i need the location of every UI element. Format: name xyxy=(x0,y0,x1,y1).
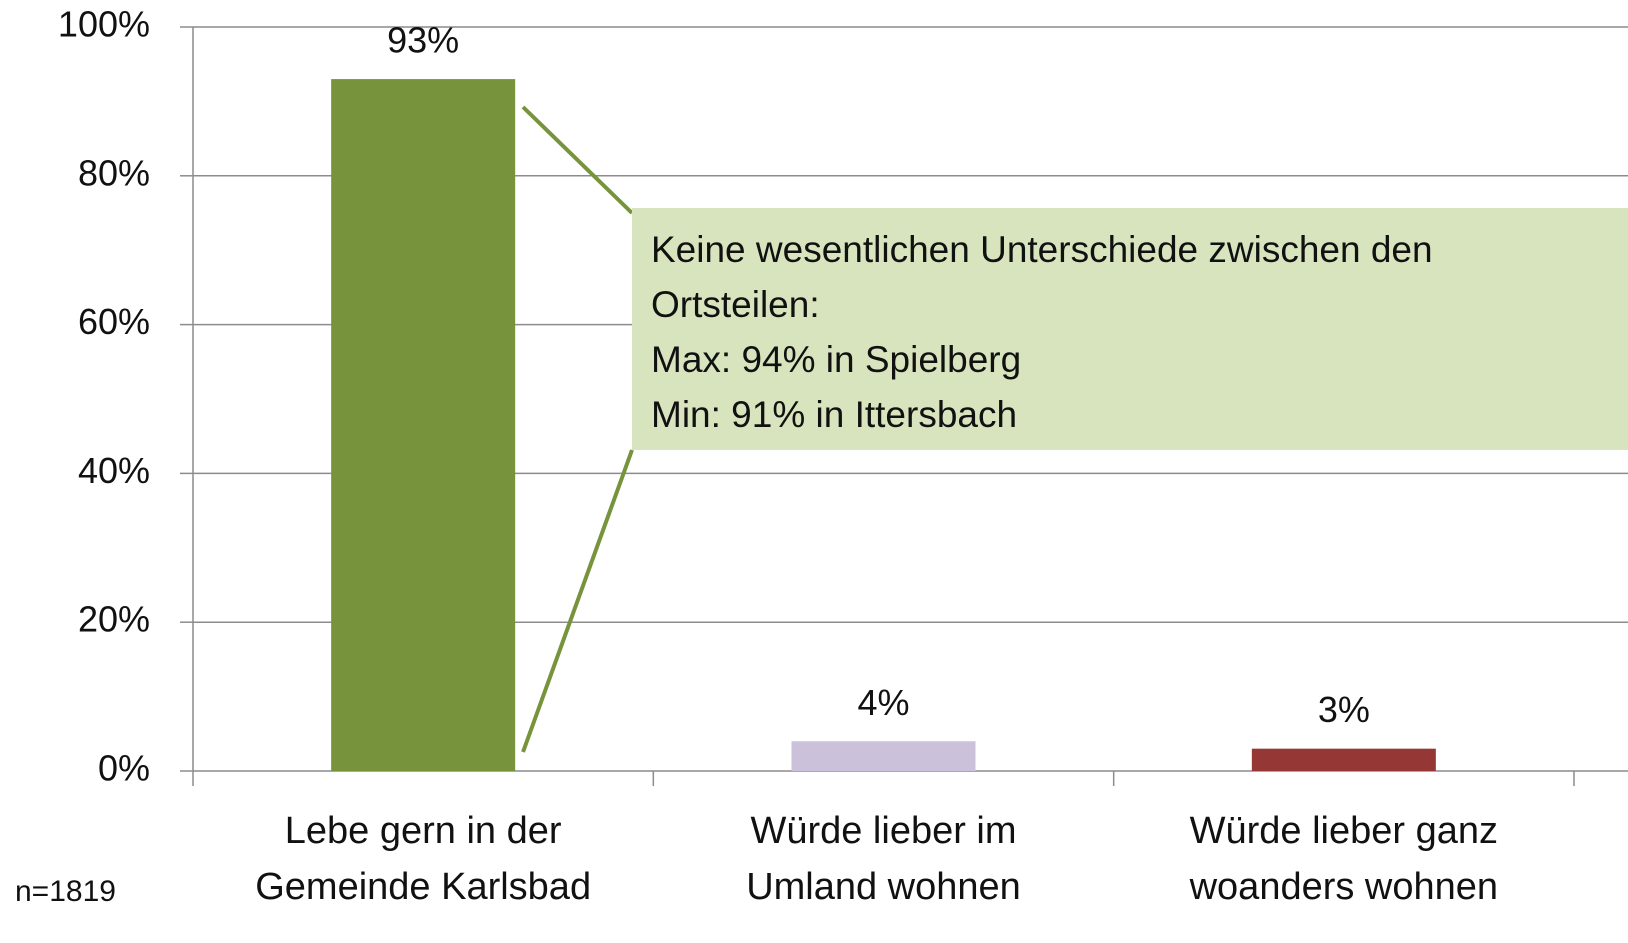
y-tick-label: 40% xyxy=(78,450,150,491)
y-tick-label: 20% xyxy=(78,599,150,640)
x-tick-label: Würde lieber im Umland wohnen xyxy=(746,810,1021,908)
bar xyxy=(791,741,976,771)
value-label: 93% xyxy=(387,20,459,61)
bar xyxy=(331,79,516,771)
annotation-line: Keine wesentlichen Unterschiede zwischen… xyxy=(651,229,1433,270)
x-tick-label: Würde lieber ganz woanders wohnen xyxy=(1189,810,1499,908)
y-tick-label: 100% xyxy=(58,4,150,45)
y-tick-label: 80% xyxy=(78,152,150,193)
y-tick-label: 60% xyxy=(78,301,150,342)
annotation-box: Keine wesentlichen Unterschiede zwischen… xyxy=(632,208,1628,450)
annotation-line: Ortsteilen: xyxy=(651,284,820,325)
value-label: 3% xyxy=(1318,689,1370,730)
annotation-line: Min: 91% in Ittersbach xyxy=(651,394,1018,435)
value-label: 4% xyxy=(857,682,909,723)
y-tick-label: 0% xyxy=(98,748,150,789)
leader-line xyxy=(521,105,634,215)
leader-line xyxy=(521,449,634,753)
sample-size-note: n=1819 xyxy=(15,875,116,908)
annotation-line: Max: 94% in Spielberg xyxy=(651,339,1022,380)
bar xyxy=(1251,748,1436,771)
x-tick-label: Lebe gern in der Gemeinde Karlsbad xyxy=(255,810,592,908)
